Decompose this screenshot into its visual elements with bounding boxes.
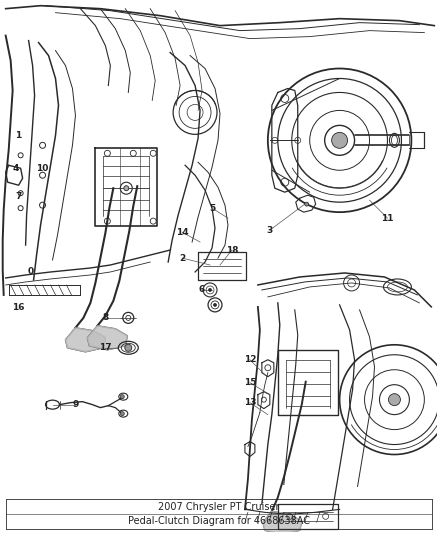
Text: 1: 1 (15, 131, 22, 140)
Text: 0: 0 (28, 268, 34, 277)
Text: 7: 7 (15, 192, 22, 201)
Circle shape (208, 288, 212, 292)
Circle shape (305, 202, 309, 206)
Text: 2007 Chrysler PT Cruiser: 2007 Chrysler PT Cruiser (158, 503, 280, 512)
Text: 9: 9 (72, 400, 79, 409)
Text: 6: 6 (199, 286, 205, 294)
Polygon shape (88, 326, 127, 350)
Text: 17: 17 (99, 343, 112, 352)
Text: 4: 4 (12, 164, 19, 173)
Circle shape (125, 344, 132, 351)
Polygon shape (263, 511, 302, 533)
Text: 11: 11 (381, 214, 394, 223)
Text: Pedal-Clutch Diagram for 4668638AC: Pedal-Clutch Diagram for 4668638AC (128, 516, 310, 526)
Text: 15: 15 (244, 378, 256, 387)
Circle shape (389, 394, 400, 406)
Circle shape (124, 185, 129, 191)
Text: 10: 10 (36, 164, 49, 173)
Text: 3: 3 (267, 225, 273, 235)
Text: 5: 5 (209, 204, 215, 213)
Circle shape (120, 394, 124, 399)
Text: 14: 14 (176, 228, 188, 237)
Circle shape (213, 303, 216, 306)
Text: 8: 8 (102, 313, 109, 322)
Text: 2: 2 (179, 254, 185, 263)
Polygon shape (66, 328, 106, 352)
Text: 16: 16 (12, 303, 25, 312)
Text: 18: 18 (226, 246, 238, 255)
Circle shape (120, 411, 124, 416)
Circle shape (332, 132, 348, 148)
Text: 12: 12 (244, 356, 256, 364)
Text: 13: 13 (244, 398, 256, 407)
